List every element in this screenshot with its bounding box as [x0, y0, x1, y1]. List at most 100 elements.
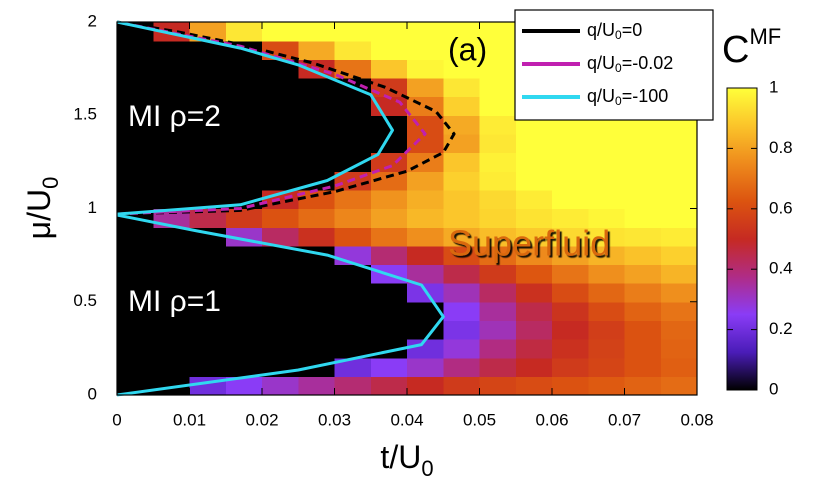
colorbar-tick-label: 1	[769, 77, 778, 96]
cell	[370, 357, 408, 377]
cell	[443, 227, 481, 247]
cell	[624, 133, 662, 154]
cell	[588, 227, 626, 247]
cell	[479, 59, 517, 79]
cell	[189, 152, 227, 172]
cell	[588, 152, 626, 172]
cell	[117, 301, 154, 321]
cell	[624, 227, 662, 247]
cell	[334, 227, 372, 247]
cell	[407, 133, 444, 154]
cell	[262, 301, 299, 321]
cell	[407, 77, 444, 98]
cell	[552, 339, 589, 359]
cell	[189, 339, 227, 359]
colorbar	[726, 87, 758, 391]
cell	[334, 376, 372, 396]
cell	[479, 283, 517, 303]
phase-label: MI ρ=2	[128, 100, 221, 133]
cell	[515, 264, 553, 284]
cell	[479, 171, 517, 191]
cell	[298, 227, 336, 247]
cell	[515, 376, 553, 396]
cell	[225, 59, 263, 79]
cell	[298, 133, 336, 154]
cell	[479, 96, 517, 116]
cell	[334, 115, 372, 135]
cell	[660, 227, 698, 247]
cell	[443, 59, 481, 79]
cell	[443, 96, 481, 116]
cell	[624, 339, 662, 359]
cell	[370, 171, 408, 191]
cell	[225, 152, 263, 172]
cell	[334, 133, 372, 154]
cell	[189, 320, 227, 340]
cell	[225, 264, 263, 284]
cell	[334, 152, 372, 172]
y-tick-label: 1	[88, 198, 97, 217]
cell	[153, 171, 191, 191]
cell	[153, 283, 191, 303]
cell	[153, 245, 191, 266]
cell	[189, 96, 227, 116]
cell	[298, 339, 336, 359]
cell	[189, 77, 227, 98]
cell	[262, 59, 299, 79]
cell	[225, 171, 263, 191]
cell	[370, 208, 408, 228]
cell	[189, 133, 227, 154]
cell	[334, 22, 372, 42]
cell	[443, 189, 481, 210]
cell	[624, 357, 662, 377]
cell	[479, 301, 517, 321]
cell	[407, 22, 444, 42]
cell	[443, 357, 481, 377]
cell	[334, 301, 372, 321]
cell	[262, 208, 299, 228]
cell	[298, 115, 336, 135]
x-tick-label: 0.04	[390, 410, 423, 429]
cell	[334, 189, 372, 210]
cell	[225, 339, 263, 359]
cell	[624, 283, 662, 303]
cell	[660, 245, 698, 266]
cell	[225, 376, 263, 396]
cell	[117, 152, 154, 172]
cell	[479, 245, 517, 266]
cell	[334, 96, 372, 116]
cell	[298, 376, 336, 396]
cell	[443, 264, 481, 284]
cell	[262, 264, 299, 284]
cell	[298, 22, 336, 42]
cell	[334, 320, 372, 340]
x-tick-label: 0.07	[608, 410, 641, 429]
cell	[334, 264, 372, 284]
x-tick-label: 0.08	[680, 410, 713, 429]
cell	[660, 189, 698, 210]
cell	[153, 227, 191, 247]
cell	[370, 152, 408, 172]
cell	[660, 339, 698, 359]
cell	[189, 189, 227, 210]
cell	[334, 40, 372, 60]
cell	[117, 320, 154, 340]
cell	[588, 320, 626, 340]
cell	[588, 283, 626, 303]
phase-label: Superfluid	[448, 223, 610, 264]
cell	[443, 133, 481, 154]
cell	[515, 339, 553, 359]
cell	[153, 152, 191, 172]
cell	[189, 40, 227, 60]
cell	[479, 115, 517, 135]
cell	[153, 96, 191, 116]
cell	[407, 171, 444, 191]
cell	[407, 264, 444, 284]
cell	[443, 245, 481, 266]
cell	[262, 77, 299, 98]
cell	[624, 320, 662, 340]
cell	[153, 301, 191, 321]
x-tick-label: 0.01	[173, 410, 206, 429]
cell	[407, 208, 444, 228]
